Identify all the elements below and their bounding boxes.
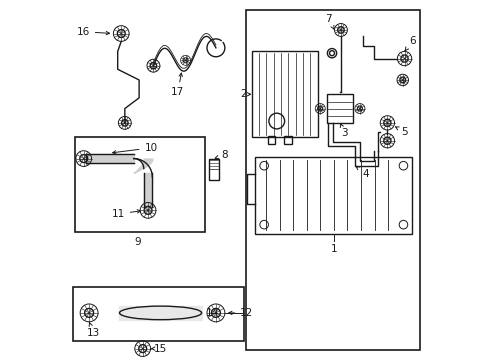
Bar <box>326 94 353 123</box>
Text: 11: 11 <box>111 209 141 219</box>
Text: 10: 10 <box>112 143 157 154</box>
Text: 3: 3 <box>340 124 347 138</box>
Text: 7: 7 <box>325 14 334 30</box>
Bar <box>209 159 218 180</box>
Text: 13: 13 <box>86 322 100 338</box>
Bar <box>75 137 205 232</box>
Text: 15: 15 <box>150 343 166 354</box>
Bar <box>284 136 291 144</box>
Text: 2: 2 <box>240 89 250 99</box>
Text: 17: 17 <box>171 73 184 98</box>
Text: 4: 4 <box>355 166 368 179</box>
Text: 5: 5 <box>395 127 407 137</box>
Bar <box>267 136 274 144</box>
Bar <box>73 287 244 341</box>
Bar <box>251 51 317 137</box>
Text: 16: 16 <box>77 27 109 37</box>
Bar <box>255 157 411 234</box>
Text: 9: 9 <box>134 237 141 247</box>
Text: 6: 6 <box>404 36 415 51</box>
Text: 1: 1 <box>330 244 336 253</box>
Text: 14: 14 <box>206 308 219 318</box>
Text: 8: 8 <box>215 150 227 160</box>
Text: 12: 12 <box>228 308 253 318</box>
Bar <box>246 10 419 350</box>
